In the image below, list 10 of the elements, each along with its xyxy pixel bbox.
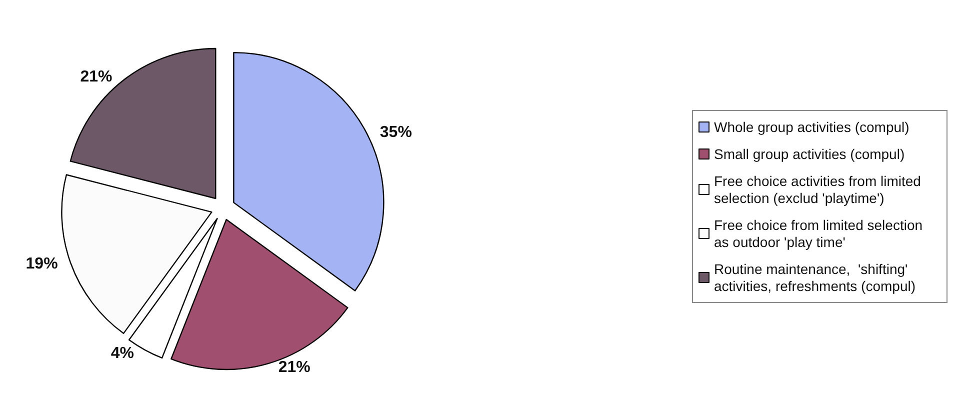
legend-label: Free choice from limited selection as outdoor 'play time' [714,217,926,250]
data-label: 19% [26,256,58,273]
data-label: 21% [278,358,310,376]
legend-label: Free choice activities from limited selection (exclud 'playtime') [714,173,925,206]
legend-label: Whole group activities (compul) [714,119,910,135]
legend-label: Routine maintenance, 'shifting' activities, refreshments (compul) [714,261,916,294]
legend-label: Small group activities (compul) [714,146,905,162]
data-label: 35% [380,124,412,142]
data-label: 4% [110,344,134,362]
data-label: 21% [80,68,112,86]
